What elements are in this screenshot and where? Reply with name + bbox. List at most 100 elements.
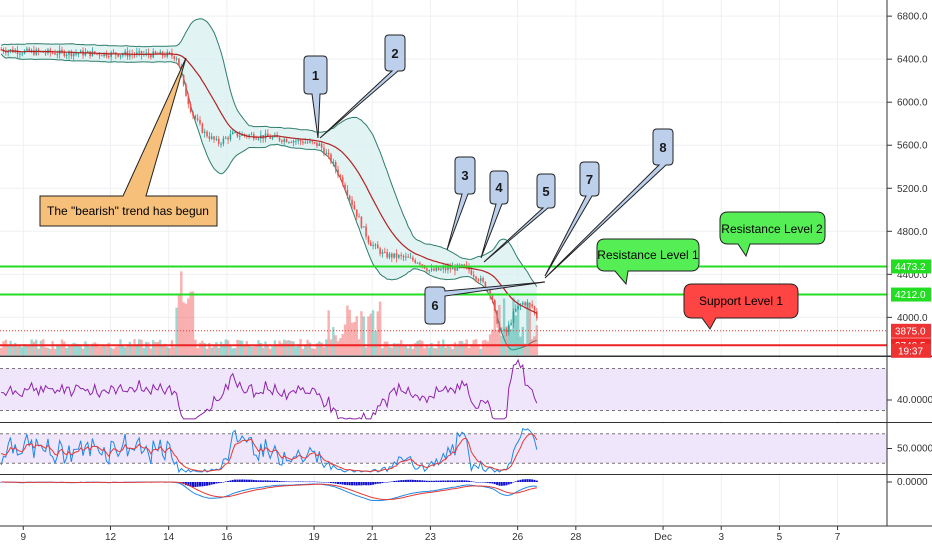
candle-body bbox=[477, 279, 480, 281]
stochastic-d-line bbox=[1, 433, 538, 472]
volume-bar bbox=[456, 346, 459, 355]
annotations: The "bearish" trend has begun Resistance… bbox=[39, 34, 826, 330]
macd-histogram-bar bbox=[514, 481, 517, 482]
volume-bar bbox=[399, 340, 403, 355]
resistance-level-1-callout: Resistance Level 1 bbox=[596, 238, 700, 286]
candle-body bbox=[201, 123, 204, 133]
candle-body bbox=[28, 48, 31, 52]
candle-body bbox=[154, 51, 157, 54]
candle-body bbox=[391, 253, 393, 258]
candle-body bbox=[37, 49, 40, 52]
candle-body bbox=[9, 49, 12, 51]
macd-histogram-bar bbox=[468, 480, 471, 482]
candle-body bbox=[295, 140, 297, 142]
volume-bar bbox=[402, 344, 405, 355]
candle-body bbox=[334, 162, 337, 170]
candle-body bbox=[164, 55, 166, 57]
macd-histogram-bar bbox=[512, 482, 515, 483]
macd-histogram-bar bbox=[285, 481, 288, 482]
volume-bar bbox=[283, 339, 286, 355]
macd-histogram-bar bbox=[344, 482, 347, 485]
volume-bar bbox=[458, 340, 461, 355]
volume-bar bbox=[453, 342, 457, 355]
candle-body bbox=[185, 84, 187, 97]
volume-bar bbox=[481, 340, 485, 355]
macd-histogram-bar bbox=[528, 479, 531, 482]
candle-body bbox=[400, 255, 402, 257]
macd-histogram-bar bbox=[348, 482, 351, 486]
volume-bar bbox=[79, 346, 82, 355]
price-tick-label: 6400.0 bbox=[897, 55, 928, 66]
macd-histogram-bar bbox=[416, 480, 419, 482]
volume-bar bbox=[121, 344, 125, 355]
volume-bar bbox=[346, 305, 349, 355]
macd-histogram-bar bbox=[500, 482, 503, 486]
candle-body bbox=[409, 257, 412, 259]
macd-histogram-bar bbox=[308, 481, 311, 483]
candle-body bbox=[348, 195, 351, 200]
candle-body bbox=[405, 256, 407, 258]
volume-bar bbox=[149, 348, 153, 355]
macd-histogram-bar bbox=[444, 480, 447, 482]
macd-histogram-bar bbox=[479, 482, 482, 483]
macd-histogram-bar bbox=[269, 480, 272, 482]
candle-body bbox=[215, 138, 218, 140]
candle-body bbox=[107, 56, 110, 58]
volume-bar bbox=[140, 339, 143, 355]
volume-bar bbox=[123, 347, 127, 355]
candle-body bbox=[117, 54, 119, 57]
macd-histogram-bar bbox=[201, 482, 204, 487]
candle-body bbox=[444, 267, 447, 271]
macd-histogram-bar bbox=[425, 480, 428, 482]
candle-body bbox=[5, 51, 7, 53]
volume-bar bbox=[39, 340, 43, 355]
candle-body bbox=[281, 140, 283, 142]
macd-histogram-bar bbox=[451, 480, 454, 482]
volume-bar bbox=[156, 341, 160, 355]
volume-bar bbox=[30, 339, 33, 355]
candle-body bbox=[489, 289, 491, 296]
candle-body bbox=[236, 132, 239, 137]
macd-histogram-bar bbox=[475, 481, 478, 483]
marker-3: 3 bbox=[446, 156, 476, 251]
volume-bar bbox=[362, 316, 365, 355]
candle-body bbox=[196, 118, 199, 120]
macd-histogram-bar bbox=[283, 481, 286, 482]
macd-histogram-bar bbox=[191, 482, 194, 487]
volume-bar bbox=[53, 348, 57, 355]
candle-body bbox=[498, 323, 501, 333]
macd-histogram-bar bbox=[393, 480, 396, 482]
macd-histogram-bar bbox=[292, 481, 295, 483]
volume-bar bbox=[35, 339, 38, 355]
candle-body bbox=[229, 134, 232, 140]
volume-bar bbox=[287, 340, 291, 355]
volume-bar bbox=[322, 347, 326, 355]
candle-body bbox=[496, 310, 498, 324]
macd-histogram-bar bbox=[250, 479, 253, 482]
volume-bar bbox=[191, 291, 195, 355]
candle-body bbox=[358, 216, 360, 218]
candle-body bbox=[75, 53, 77, 55]
time-tick-label: 3 bbox=[718, 532, 724, 543]
macd-histogram-bar bbox=[465, 480, 468, 482]
candle-body bbox=[297, 139, 300, 141]
candle-body bbox=[173, 56, 176, 59]
candle-body bbox=[44, 52, 47, 54]
candle-body bbox=[299, 139, 302, 142]
candle-body bbox=[461, 264, 463, 266]
volume-bar bbox=[374, 331, 377, 355]
macd-histogram-bar bbox=[381, 482, 384, 484]
candle-body bbox=[283, 139, 286, 142]
candle-body bbox=[379, 248, 381, 255]
candle-body bbox=[536, 311, 538, 319]
candle-body bbox=[178, 58, 180, 66]
volume-bar bbox=[505, 326, 508, 355]
support-level-1-callout: Support Level 1 bbox=[683, 283, 799, 330]
macd-histogram-bar bbox=[229, 480, 232, 482]
candle-body bbox=[33, 50, 35, 55]
volume-bar bbox=[128, 341, 132, 355]
macd-histogram-bar bbox=[280, 481, 283, 482]
macd-histogram-bar bbox=[276, 480, 279, 482]
volume-bar bbox=[348, 309, 351, 355]
volume-bars bbox=[0, 271, 539, 355]
